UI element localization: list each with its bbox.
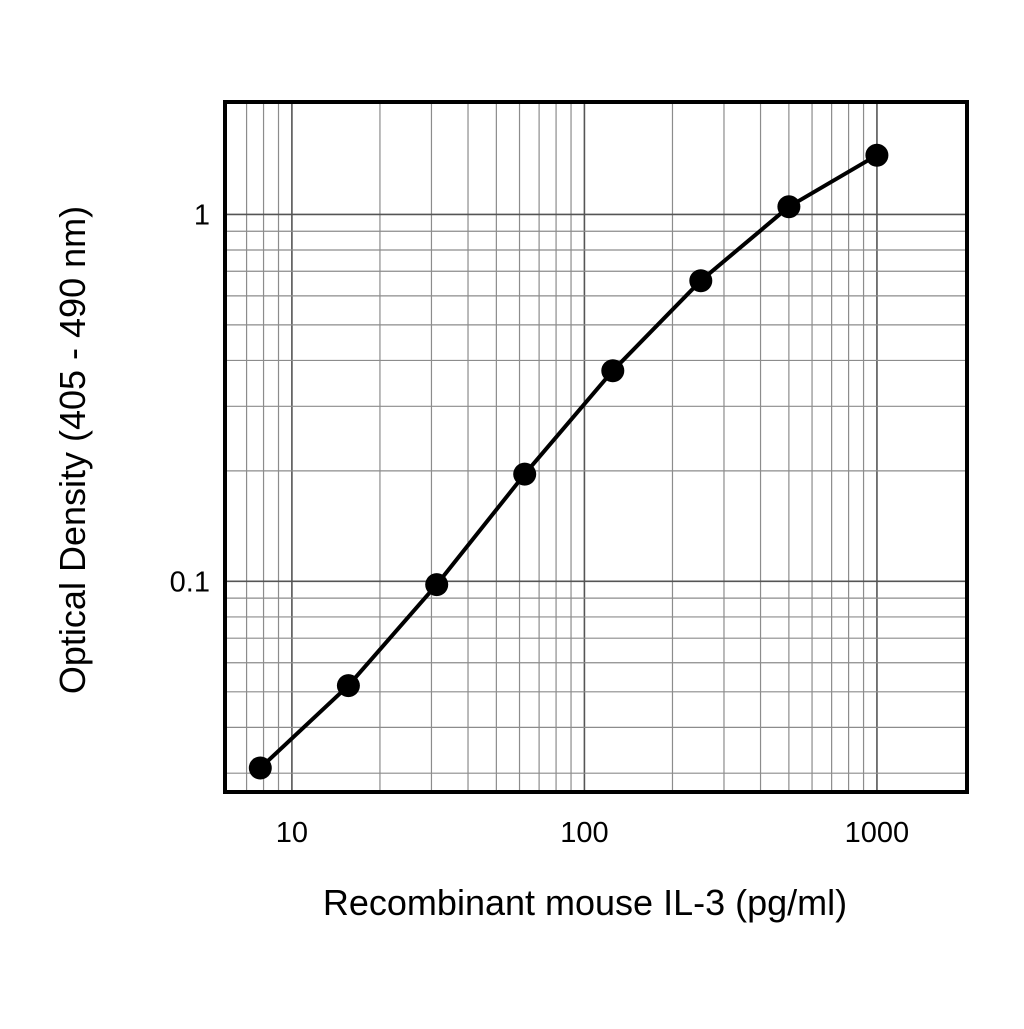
x-tick-label: 100 [560,817,608,849]
data-point [248,756,272,780]
data-series [248,143,889,780]
x-tick-label: 1000 [845,817,910,849]
data-point [777,195,801,219]
plot-frame [223,100,969,794]
data-point [425,573,449,597]
series-line [258,153,878,770]
y-axis-label: Optical Density (405 - 490 nm) [52,206,93,694]
x-tick-label: 10 [276,817,308,849]
y-tick-label: 0.1 [170,566,210,598]
data-point [865,143,889,167]
y-tick-label: 1 [194,199,210,231]
grid-lines [225,102,967,792]
data-point [336,674,360,698]
tick-labels: 10 100 1000 0.1 1 [170,199,910,849]
data-point [601,359,625,383]
data-point [513,462,537,486]
x-axis-label: Recombinant mouse IL-3 (pg/ml) [323,882,847,923]
data-point [689,269,713,293]
